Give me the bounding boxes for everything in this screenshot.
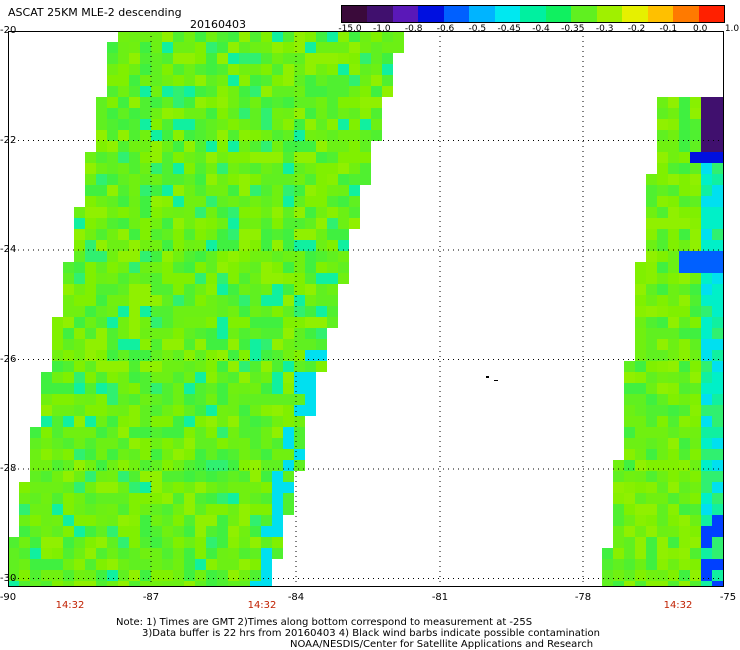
colorbar-swatch xyxy=(596,6,623,22)
map-date: 20160403 xyxy=(190,18,246,31)
note-line-3: NOAA/NESDIS/Center for Satellite Applica… xyxy=(290,639,594,650)
colorbar-label: -0.6 xyxy=(436,24,455,34)
colorbar-swatch xyxy=(494,6,521,22)
note-line-1: Note: 1) Times are GMT 2)Times along bot… xyxy=(116,617,533,628)
colorbar xyxy=(341,5,725,23)
colorbar-swatch xyxy=(673,6,699,22)
latitude-tick-label: -26 xyxy=(0,353,17,365)
colorbar-swatch xyxy=(520,6,546,22)
latitude-tick-label: -22 xyxy=(0,134,17,146)
colorbar-swatch xyxy=(622,6,648,22)
colorbar-swatch xyxy=(392,6,419,22)
map-frame xyxy=(8,31,724,587)
longitude-tick-label: -87 xyxy=(142,592,160,603)
colorbar-swatch xyxy=(342,6,368,22)
colorbar-label: -0.1 xyxy=(659,24,678,34)
colorbar-swatch xyxy=(443,6,470,22)
colorbar-label: -0.3 xyxy=(595,24,614,34)
colorbar-swatch xyxy=(647,6,674,22)
longitude-tick-label: -84 xyxy=(287,592,305,603)
latitude-tick-label: -30 xyxy=(0,572,17,584)
pass-time-label: 14:32 xyxy=(55,600,85,611)
colorbar-swatch xyxy=(545,6,572,22)
colorbar-swatch xyxy=(571,6,597,22)
note-line-2: 3)Data buffer is 22 hrs from 20160403 4)… xyxy=(142,628,600,639)
colorbar-label: 1.0 xyxy=(724,24,740,34)
colorbar-label: -0.2 xyxy=(627,24,646,34)
colorbar-swatch xyxy=(367,6,393,22)
colorbar-label: -0.5 xyxy=(468,24,487,34)
swath-map xyxy=(8,31,724,587)
colorbar-label: -15.0 xyxy=(338,24,362,34)
latitude-tick-label: -20 xyxy=(0,25,17,36)
longitude-tick-label: -90 xyxy=(0,592,17,603)
colorbar-label: -0.45 xyxy=(497,24,521,34)
colorbar-swatch xyxy=(469,6,495,22)
colorbar-label: -0.35 xyxy=(561,24,585,34)
colorbar-swatch xyxy=(418,6,444,22)
longitude-tick-label: -81 xyxy=(431,592,449,603)
map-title: ASCAT 25KM MLE-2 descending xyxy=(8,6,182,19)
longitude-tick-label: -78 xyxy=(574,592,592,603)
colorbar-label: -0.8 xyxy=(404,24,423,34)
colorbar-swatch xyxy=(698,6,725,22)
longitude-tick-label: -75 xyxy=(719,592,737,603)
latitude-tick-label: -24 xyxy=(0,244,17,255)
colorbar-label: -0.4 xyxy=(532,24,550,34)
pass-time-label: 14:32 xyxy=(247,600,277,611)
colorbar-labels: -15.0 -1.0 -0.8 -0.6 -0.5 -0.45 -0.4 -0.35 -0.3 -… xyxy=(334,24,739,36)
colorbar-label: -1.0 xyxy=(373,24,391,34)
pass-time-label: 14:32 xyxy=(663,600,693,611)
colorbar-label: 0.0 xyxy=(692,24,708,34)
latitude-tick-label: -28 xyxy=(0,463,17,474)
